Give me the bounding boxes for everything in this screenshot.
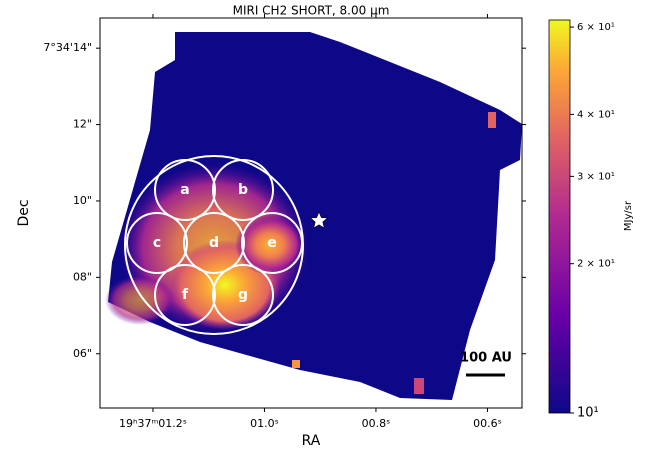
y-axis-label: Dec: [16, 199, 32, 226]
region-label: a: [180, 182, 189, 198]
y-tick-label: 7°34'14": [43, 41, 92, 54]
region-label: b: [238, 182, 248, 198]
colorbar-tick-label: 3 × 10¹: [577, 171, 615, 182]
colorbar-label: MJy/sr: [623, 200, 634, 231]
y-tick-label: 10": [73, 194, 92, 207]
x-tick-label: 19ʰ37ᵐ01.2ˢ: [119, 417, 187, 430]
chart-title: MIRI CH2 SHORT, 8.00 μm: [233, 4, 390, 18]
region-label: g: [238, 287, 248, 303]
x-tick-label: 00.8ˢ: [362, 417, 391, 430]
colorbar-tick-label: 6 × 10¹: [577, 22, 615, 33]
pixel: [292, 360, 300, 368]
chart: MIRI CH2 SHORT, 8.00 μm RA Dec 100 AU MJ…: [0, 0, 651, 457]
colorbar-tick-label: 2 × 10¹: [577, 259, 615, 270]
region-label: f: [182, 287, 189, 303]
x-axis-label: RA: [302, 433, 321, 449]
pixel: [414, 378, 424, 394]
region-label: e: [267, 235, 277, 251]
y-tick-label: 12": [73, 118, 92, 131]
y-tick-label: 08": [73, 270, 92, 283]
region-label: c: [153, 235, 161, 251]
x-tick-label: 00.6ˢ: [473, 417, 502, 430]
colorbar-tick-label: 10¹: [577, 406, 599, 421]
y-tick-label: 06": [73, 347, 92, 360]
image: [105, 32, 522, 400]
pixel: [488, 112, 496, 128]
scale-bar-label: 100 AU: [460, 351, 512, 366]
region-label: d: [209, 235, 219, 251]
x-tick-label: 01.0ˢ: [250, 417, 279, 430]
colorbar-tick-label: 4 × 10¹: [577, 109, 615, 120]
colorbar: [549, 20, 570, 413]
